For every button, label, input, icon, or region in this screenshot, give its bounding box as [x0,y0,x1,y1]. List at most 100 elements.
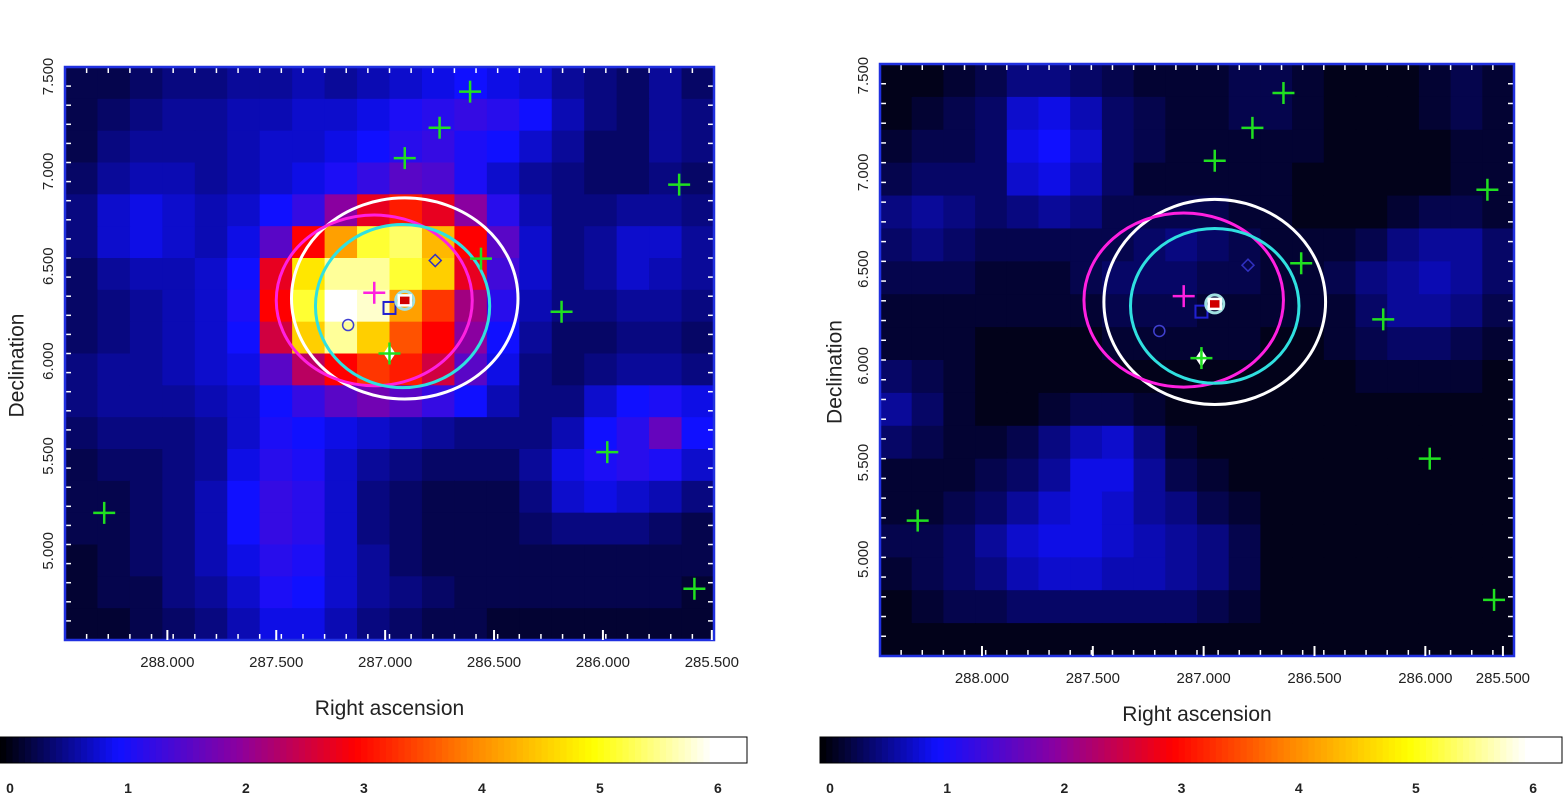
colorbar-segment [12,737,20,763]
heatmap-cell [357,226,391,259]
colorbar-segment [342,737,350,763]
colorbar-segment [429,737,437,763]
heatmap-cell [259,353,293,386]
heatmap-cell [1387,557,1420,591]
heatmap-cell [1038,524,1071,558]
heatmap-cell [357,130,391,164]
heatmap-cell [1387,64,1420,98]
colorbar-segment [1153,737,1161,763]
heatmap-cell [1387,129,1420,164]
heatmap-cell [1482,360,1515,394]
heatmap-cell [1038,327,1071,361]
heatmap-cell [1038,557,1071,591]
colorbar-segment [1141,737,1149,763]
heatmap-cell [421,162,455,195]
colorbar-segment [634,737,642,763]
colorbar-segment [1197,737,1204,763]
heatmap-cell [259,480,293,514]
colorbar-tick-label: 3 [360,780,368,795]
heatmap-cell [1387,162,1420,197]
colorbar-segment [43,737,51,763]
colorbar-segment [666,737,673,763]
colorbar-segment [80,737,88,763]
heatmap-cell [1260,557,1293,591]
colorbar-segment [881,737,889,763]
colorbar-segment [1555,737,1563,763]
heatmap-cell [1101,162,1135,197]
heatmap-cell [1101,425,1135,460]
heatmap-cell [1323,623,1357,657]
heatmap-cell [227,385,261,418]
heatmap-cell [65,417,99,450]
colorbar-segment [740,737,748,763]
colorbar-segment [1475,737,1483,763]
heatmap-cell [584,98,618,132]
heatmap-cell [1260,392,1293,427]
heatmap-cell [65,321,99,355]
colorbar-segment [62,737,70,763]
heatmap-cell [1006,129,1040,164]
heatmap-cell [1165,392,1198,427]
colorbar-segment [404,737,412,763]
colorbar-segment [417,737,424,763]
heatmap-cell [943,195,976,230]
heatmap-cell [194,67,228,100]
heatmap-cell [943,261,976,295]
colorbar-segment [1228,737,1235,763]
heatmap-cell [519,576,553,609]
heatmap-cell [1292,195,1325,230]
heatmap-cell [616,576,650,609]
heatmap-cell [1292,360,1325,394]
heatmap-cell [1292,458,1325,493]
heatmap-cell [162,67,196,100]
heatmap-cell [681,258,715,291]
heatmap-cell [194,226,228,259]
heatmap-cell [1070,425,1103,460]
y-tick-label: 7.500 [40,58,57,96]
heatmap-cell [1070,129,1103,164]
heatmap-cell [975,129,1008,164]
heatmap-cell [1228,491,1261,526]
heatmap-cell [259,67,293,100]
magenta-cross-marker [1172,285,1195,308]
colorbar-segment [1407,737,1415,763]
colorbar-segment [255,737,263,763]
colorbar-segment [49,737,57,763]
heatmap-cell [1260,425,1293,460]
colorbar-segment [703,737,711,763]
colorbar-segment [1524,737,1532,763]
colorbar-segment [956,737,963,763]
colorbar-tick-label: 6 [714,780,722,795]
heatmap-cell [880,162,913,197]
colorbar-segment [361,737,368,763]
heatmap-cell [486,385,520,418]
colorbar-segment [925,737,932,763]
colorbar-segment [1085,737,1093,763]
heatmap-cell [584,321,618,355]
heatmap-cell [486,226,520,259]
heatmap-cell [584,258,618,291]
colorbar-segment [560,737,568,763]
heatmap-cell [162,162,196,195]
colorbar-segment [1054,737,1062,763]
colorbar-segment [1506,737,1514,763]
heatmap-cell [1482,129,1515,164]
heatmap-cell [486,480,520,514]
colorbar-segment [1419,737,1427,763]
colorbar-segment [968,737,976,763]
heatmap-cell [519,544,553,577]
heatmap-cell [454,385,488,418]
heatmap-cell [880,195,913,230]
heatmap-cell [1450,360,1483,394]
heatmap-cell [649,162,683,195]
heatmap-cell [97,512,131,546]
green-cross-marker [683,577,706,600]
heatmap-cell [649,258,683,291]
heatmap-cell [1482,261,1515,295]
heatmap-cell [519,130,553,164]
heatmap-cell [1165,425,1198,460]
heatmap-cell [1197,228,1230,262]
colorbar-segment [522,737,530,763]
colorbar-segment [1438,737,1446,763]
heatmap-cell [616,98,650,132]
